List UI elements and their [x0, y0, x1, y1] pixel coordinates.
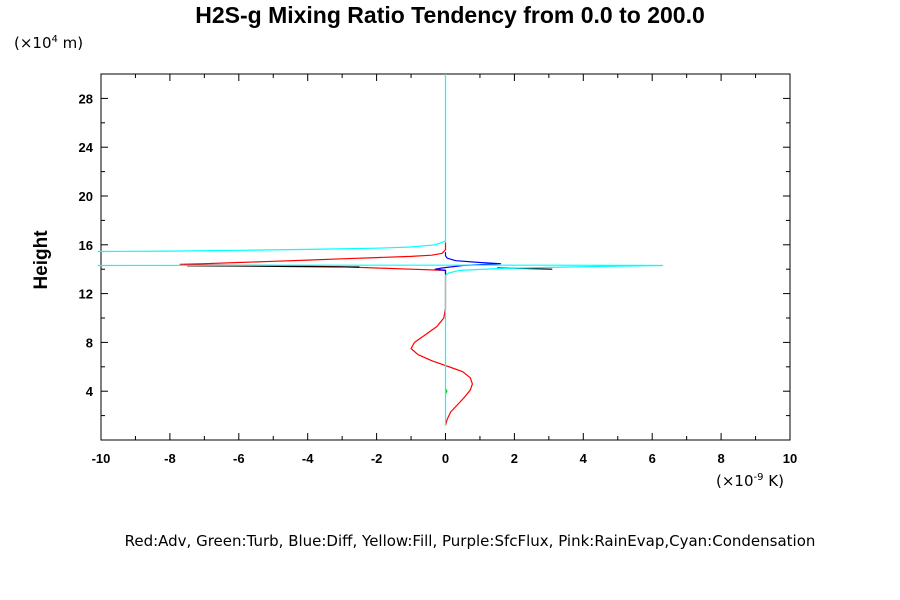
y-tick-label: 28	[79, 91, 93, 106]
y-tick-label: 8	[86, 335, 93, 350]
series-line	[179, 242, 473, 426]
legend-text: Red:Adv, Green:Turb, Blue:Diff, Yellow:F…	[124, 532, 816, 550]
x-tick-label: -8	[164, 451, 176, 466]
x-tick-label: 2	[511, 451, 518, 466]
x-axis-unit: (×10-9 K)	[716, 472, 784, 490]
series-line	[97, 264, 664, 426]
y-unit-prefix: (×10	[14, 34, 52, 52]
series-line	[97, 74, 447, 253]
x-tick-label: 10	[783, 451, 797, 466]
y-tick-label: 24	[79, 140, 94, 155]
chart-title: H2S-g Mixing Ratio Tendency from 0.0 to …	[195, 2, 705, 28]
x-tick-label: -6	[233, 451, 245, 466]
y-tick-label: 12	[79, 287, 93, 302]
tick-marks	[100, 73, 791, 440]
y-tick-label: 16	[79, 238, 93, 253]
series-line	[187, 265, 360, 268]
x-unit-exponent: -9	[753, 472, 764, 483]
x-tick-label: 4	[580, 451, 588, 466]
series-layer	[97, 74, 664, 426]
y-unit-exponent: 4	[51, 34, 58, 45]
x-tick-label: 6	[649, 451, 656, 466]
x-tick-label: 0	[442, 451, 449, 466]
x-tick-label: -2	[371, 451, 383, 466]
x-unit-suffix: K)	[763, 472, 784, 490]
x-tick-label: -10	[92, 451, 111, 466]
y-axis-unit: (×104 m)	[14, 34, 83, 52]
series-line	[434, 252, 502, 275]
y-unit-suffix: m)	[57, 34, 84, 52]
x-tick-label: -4	[302, 451, 314, 466]
x-unit-prefix: (×10	[716, 472, 754, 490]
y-tick-label: 20	[79, 189, 93, 204]
y-tick-label: 4	[86, 384, 94, 399]
x-tick-label: 8	[717, 451, 724, 466]
